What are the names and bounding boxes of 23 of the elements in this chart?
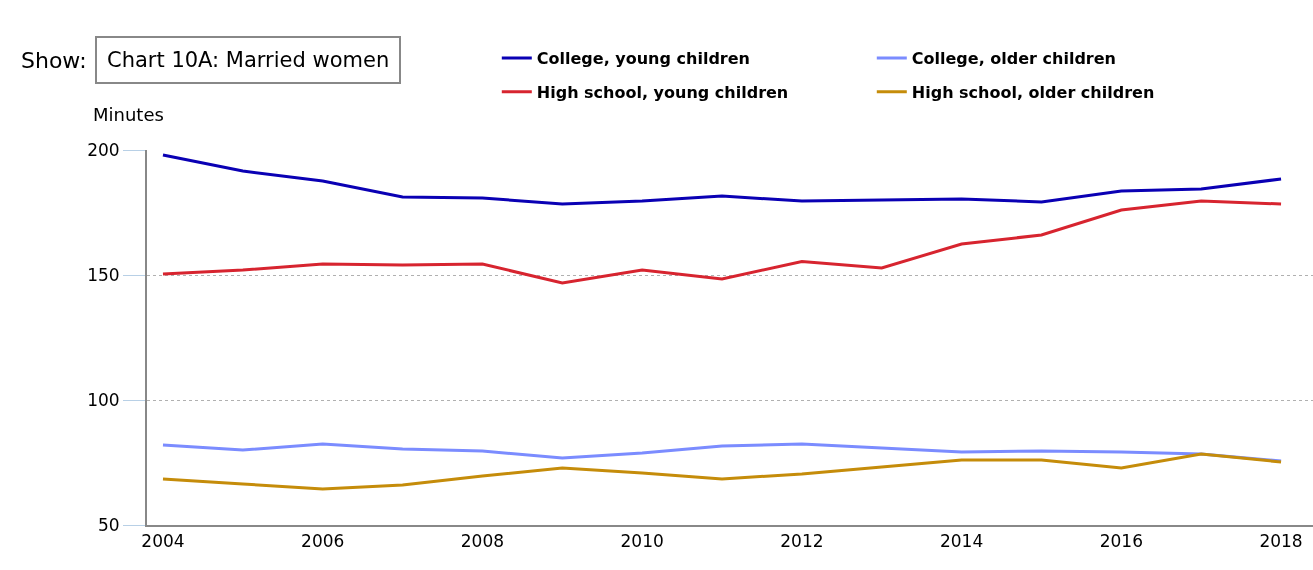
y-tick-label: 150 (87, 264, 120, 285)
y-axis-title: Minutes (93, 104, 164, 125)
x-tick-label: 2014 (939, 531, 984, 552)
x-tick-label: 2010 (620, 531, 664, 552)
x-tick-label: 2006 (301, 531, 345, 552)
legend-label: College, older children (911, 49, 1116, 69)
legend-label: High school, older children (911, 82, 1155, 102)
legend-label: High school, young children (536, 82, 789, 102)
x-tick-label: 2004 (141, 531, 185, 552)
line-series (161, 452, 1283, 491)
y-tick-label: 50 (97, 514, 120, 535)
chart-title: Chart 10A: Married women (107, 48, 390, 72)
x-tick-label: 2008 (460, 531, 505, 552)
x-tick-label: 2012 (780, 531, 824, 552)
x-tick-label: 2018 (1259, 531, 1303, 552)
y-tick-label: 100 (87, 389, 120, 410)
line-series (161, 199, 1283, 285)
x-tick-label: 2016 (1099, 531, 1143, 552)
text: Show: (21, 48, 87, 73)
legend-label: College, young children (536, 49, 750, 69)
line-series (161, 153, 1283, 206)
y-tick-label: 200 (87, 139, 120, 160)
line-series (161, 442, 1283, 463)
